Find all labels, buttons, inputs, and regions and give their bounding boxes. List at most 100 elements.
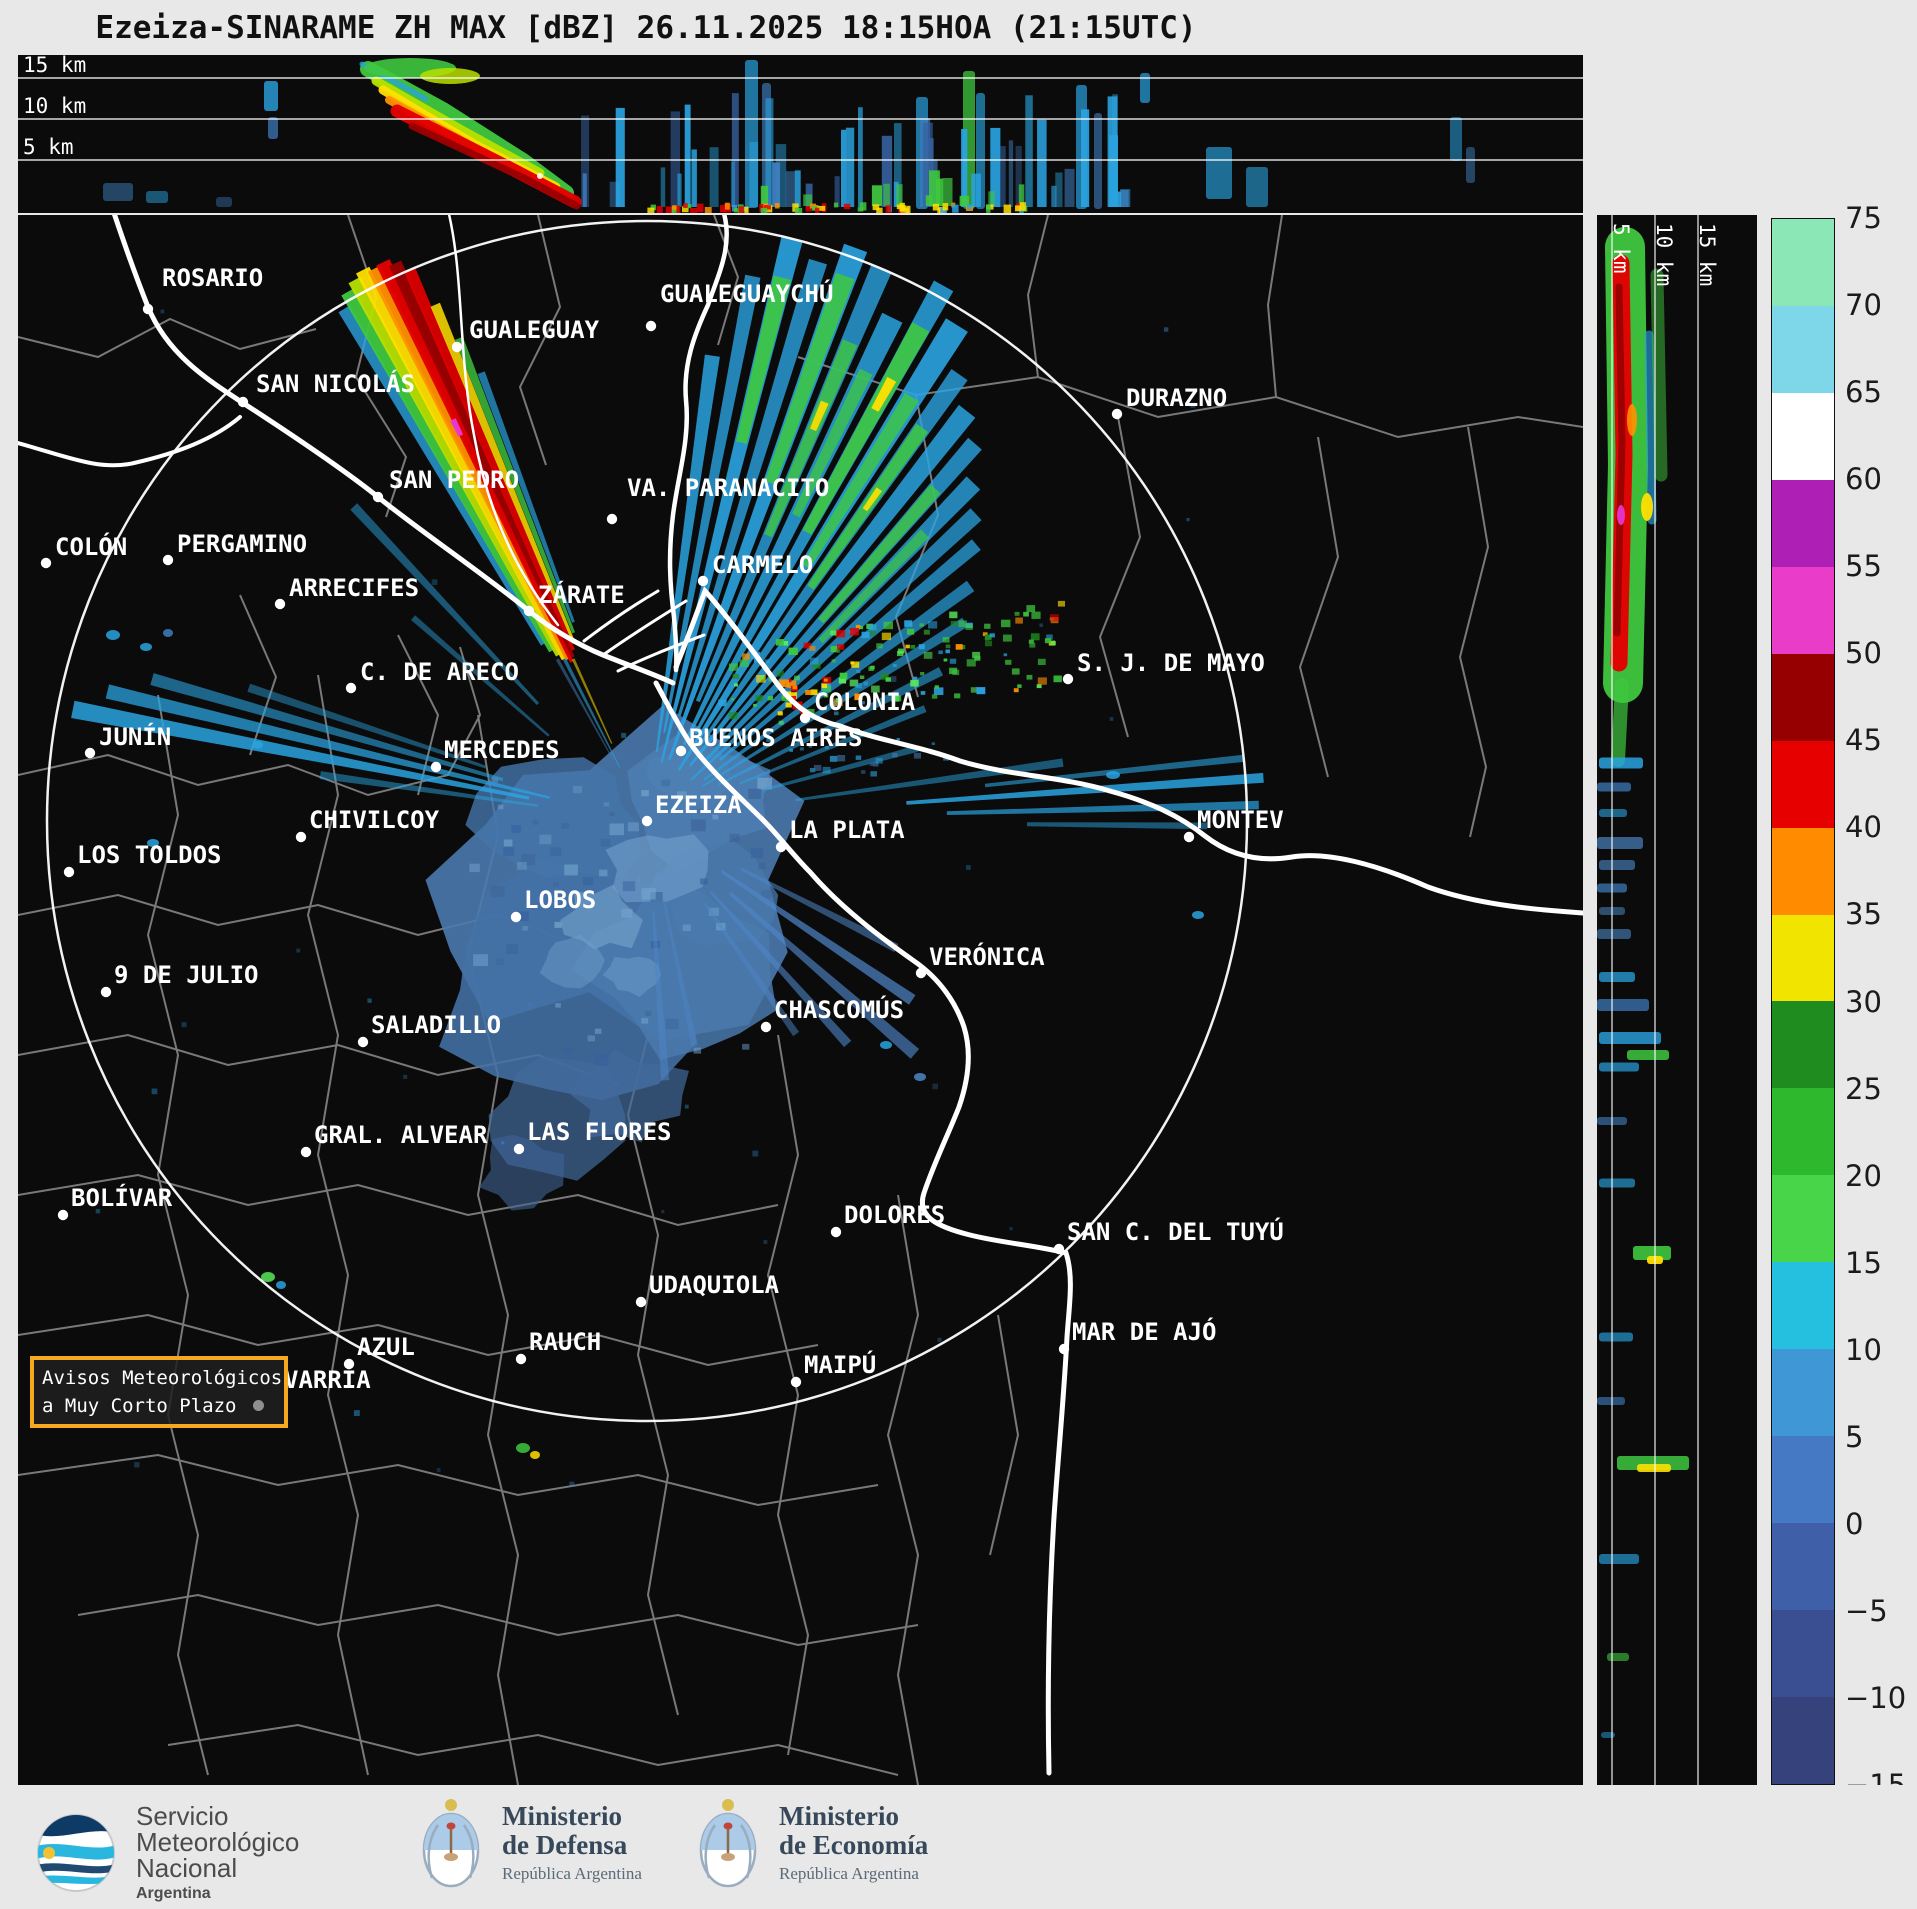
page-title: Ezeiza-SINARAME ZH MAX [dBZ] 26.11.2025 … — [95, 10, 1197, 46]
colorbar-segment — [1772, 1696, 1834, 1784]
altitude-label: 15 km — [23, 55, 86, 77]
colorbar-tick: 20 — [1845, 1158, 1882, 1193]
colorbar-segment — [1772, 479, 1834, 567]
city-dot — [1111, 408, 1123, 420]
city-dot — [357, 1036, 369, 1048]
cross-section-right-echoes — [1597, 227, 1689, 1738]
city-dot — [799, 712, 811, 724]
colorbar-tick: 25 — [1845, 1071, 1882, 1106]
colorbar-segment — [1772, 653, 1834, 741]
colorbar-tick: 15 — [1845, 1245, 1882, 1280]
city-dot — [300, 1146, 312, 1158]
argentina-coat-of-arms-icon — [699, 1799, 757, 1888]
smn-brand: Servicio Meteorológico Nacional Argentin… — [36, 1803, 299, 1903]
city-label: MAIPÚ — [804, 1349, 876, 1379]
colorbar-tick: −5 — [1845, 1593, 1888, 1628]
city-dot — [510, 911, 522, 923]
city-label: PERGAMINO — [177, 530, 307, 558]
city-label: EZEIZA — [655, 791, 742, 819]
city-label: VARRÍA — [284, 1365, 371, 1394]
city-dot — [84, 747, 96, 759]
colorbar — [1771, 218, 1835, 1785]
cross-section-top-echoes — [103, 58, 1475, 213]
colorbar-segment — [1772, 1349, 1834, 1437]
colorbar-segment — [1772, 1088, 1834, 1176]
city-dot — [100, 986, 112, 998]
city-label: COLONIA — [814, 688, 916, 716]
city-label: CHIVILCOY — [309, 806, 440, 834]
city-dot — [635, 1296, 647, 1308]
colorbar-tick: 0 — [1845, 1506, 1864, 1541]
colorbar-tick: 45 — [1845, 723, 1882, 758]
city-label: SAN C. DEL TUYÚ — [1067, 1216, 1284, 1246]
city-dot — [162, 554, 174, 566]
city-dot — [790, 1376, 802, 1388]
colorbar-tick: 50 — [1845, 636, 1882, 671]
city-dot — [142, 303, 154, 315]
dimmed-city-dot — [253, 1400, 264, 1411]
colorbar-segment — [1772, 1523, 1834, 1610]
smn-country: Argentina — [136, 1885, 211, 1902]
warning-box: Avisos Meteorológicos a Muy Corto Plazo — [30, 1356, 288, 1428]
city-layer: ROSARIO GUALEGUAYCHÚ GUALEGUAY SAN NICOLÁS D… — [40, 264, 1284, 1394]
city-label: MAR DE AJÓ — [1072, 1316, 1217, 1346]
ministry-subtitle: República Argentina — [779, 1864, 919, 1883]
city-label: AZUL — [357, 1333, 415, 1361]
colorbar-segment — [1772, 740, 1834, 828]
city-label: 9 DE JULIO — [114, 961, 259, 989]
city-dot — [63, 866, 75, 878]
colorbar-tick: 70 — [1845, 288, 1882, 323]
warning-line1: Avisos Meteorológicos — [42, 1367, 283, 1389]
city-label: MONTEV — [1197, 806, 1284, 834]
city-dot — [523, 605, 535, 617]
city-label: RAUCH — [529, 1328, 601, 1356]
smn-logo — [37, 1814, 115, 1892]
colorbar-tick: 65 — [1845, 375, 1882, 410]
city-dot — [641, 815, 653, 827]
city-dot — [57, 1209, 69, 1221]
city-label: ROSARIO — [162, 264, 263, 292]
city-dot — [451, 341, 463, 353]
city-label: VA. PARANACITO — [627, 474, 829, 502]
ministerio-economia-brand: Ministerio de Economía República Argenti… — [695, 1795, 928, 1891]
colorbar-segment — [1772, 392, 1834, 480]
city-dot — [1183, 831, 1195, 843]
smn-name-line: Servicio — [136, 1801, 229, 1831]
colorbar-segment — [1772, 305, 1834, 393]
altitude-label: 10 km — [1652, 223, 1676, 286]
city-dot — [775, 841, 787, 853]
city-label: LAS FLORES — [527, 1118, 672, 1146]
city-label: S. J. DE MAYO — [1077, 649, 1265, 677]
altitude-label: 5 km — [1609, 223, 1633, 274]
ministry-subtitle: República Argentina — [502, 1864, 642, 1883]
radar-echoes — [71, 236, 1264, 1487]
city-dot — [430, 761, 442, 773]
province-boundaries — [18, 215, 1583, 1785]
city-dot — [513, 1143, 525, 1155]
city-dot — [343, 1358, 355, 1370]
city-label: ARRECIFES — [289, 574, 419, 602]
ministry-name-line: de Economía — [779, 1830, 929, 1860]
city-dot — [760, 1021, 772, 1033]
city-dot — [645, 320, 657, 332]
colorbar-tick: 35 — [1845, 897, 1882, 932]
argentina-coat-of-arms-icon — [422, 1799, 480, 1888]
city-dot — [606, 513, 618, 525]
warning-line2: a Muy Corto Plazo — [42, 1394, 237, 1417]
city-label: VERÓNICA — [929, 941, 1045, 971]
colorbar-segment — [1772, 1610, 1834, 1697]
smn-name-line: Meteorológico — [136, 1827, 300, 1857]
colorbar-segment — [1772, 914, 1834, 1002]
city-label: MERCEDES — [444, 736, 560, 764]
colorbar-segment — [1772, 1436, 1834, 1524]
city-label: GRAL. ALVEAR — [314, 1121, 488, 1149]
city-label: JUNÍN — [99, 722, 171, 751]
city-label: CARMELO — [712, 551, 813, 579]
city-label: GUALEGUAY — [469, 316, 600, 344]
city-label: BOLÍVAR — [71, 1183, 173, 1212]
city-dot — [1062, 673, 1074, 685]
altitude-label: 5 km — [23, 135, 74, 159]
range-ring — [45, 219, 1249, 1423]
colorbar-segment — [1772, 1175, 1834, 1263]
